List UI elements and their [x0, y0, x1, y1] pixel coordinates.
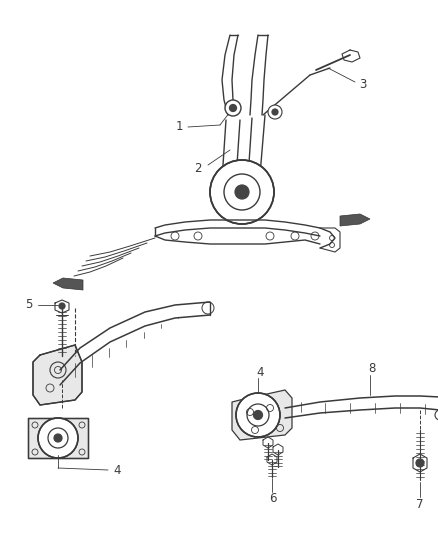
- Circle shape: [254, 410, 262, 419]
- Circle shape: [236, 393, 280, 437]
- Text: 5: 5: [25, 298, 33, 311]
- Text: 1: 1: [175, 120, 183, 133]
- Circle shape: [54, 434, 62, 442]
- Polygon shape: [33, 345, 82, 405]
- Circle shape: [230, 104, 237, 111]
- Circle shape: [235, 185, 249, 199]
- Text: 2: 2: [194, 161, 202, 174]
- Text: 4: 4: [113, 464, 121, 477]
- Circle shape: [38, 418, 78, 458]
- Circle shape: [272, 109, 278, 115]
- Circle shape: [210, 160, 274, 224]
- Circle shape: [416, 459, 424, 467]
- Polygon shape: [232, 390, 292, 440]
- Text: 4: 4: [256, 366, 264, 378]
- Polygon shape: [53, 278, 83, 290]
- Circle shape: [225, 100, 241, 116]
- Text: 8: 8: [368, 361, 376, 375]
- Text: 3: 3: [359, 77, 367, 91]
- Text: 6: 6: [269, 492, 277, 505]
- Circle shape: [59, 303, 65, 309]
- Polygon shape: [340, 214, 370, 226]
- Circle shape: [268, 105, 282, 119]
- Text: 7: 7: [416, 497, 424, 511]
- Polygon shape: [28, 418, 88, 458]
